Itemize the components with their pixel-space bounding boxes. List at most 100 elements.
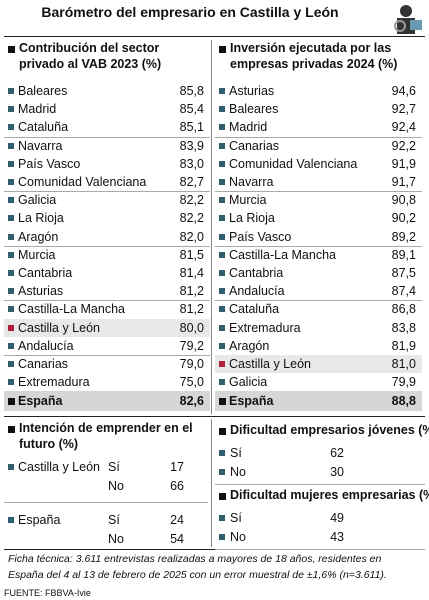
source: FUENTE: FBBVA-Ivie: [4, 588, 91, 598]
row-bullet: [8, 160, 14, 167]
region-name: Murcia: [18, 247, 56, 262]
row-value: 85,8: [179, 84, 204, 98]
row-value: 92,7: [391, 102, 416, 117]
region-name: Madrid: [229, 120, 268, 135]
region-name: Baleares: [18, 84, 68, 98]
row-bullet: [8, 517, 14, 523]
row-bullet: [8, 270, 14, 276]
heading-bullet: [219, 46, 226, 53]
row-bullet: [219, 379, 225, 386]
region-name: Cataluña: [229, 302, 280, 317]
total-value: 88,8: [391, 394, 416, 409]
row-bullet: [8, 215, 14, 222]
row-bullet: [219, 88, 225, 94]
total-row: [4, 391, 210, 412]
region-name: Andalucía: [18, 338, 74, 353]
region-name: Andalucía: [229, 284, 285, 299]
row-separator: [4, 245, 210, 247]
region-name: País Vasco: [18, 156, 81, 171]
divider: [211, 40, 212, 414]
table-heading: Contribución del sector privado al VAB 2…: [19, 41, 162, 71]
title: Barómetro del empresario en Castilla y L…: [41, 4, 339, 20]
region-name: Comunidad Valenciana: [18, 175, 147, 189]
row-bullet: [219, 361, 225, 367]
row-bullet: [219, 534, 225, 540]
row-value: 94,6: [391, 84, 416, 98]
answer: No: [108, 479, 124, 493]
region-name: Galicia: [18, 193, 57, 208]
answer-value: 49: [330, 511, 344, 525]
row-bullet: [219, 142, 225, 149]
row-separator: [215, 549, 425, 550]
row-value: 85,1: [179, 120, 204, 135]
divider: [211, 419, 212, 547]
row-bullet: [8, 288, 14, 295]
row-bullet: [8, 179, 14, 185]
total-row: [215, 391, 422, 412]
heading-bullet: [8, 426, 15, 433]
row-value: 82,2: [179, 211, 204, 226]
row-bullet: [8, 124, 14, 131]
answer-value: 66: [170, 479, 184, 493]
region-name: Comunidad Valenciana: [229, 156, 358, 171]
highlight-row: [215, 355, 422, 374]
row-value: 82,2: [179, 193, 204, 208]
highlight-row: [4, 318, 210, 337]
region-name: Navarra: [229, 175, 274, 189]
answer: No: [230, 465, 246, 479]
answer-value: 30: [330, 465, 344, 479]
row-bullet: [8, 324, 14, 331]
row-bullet: [219, 215, 225, 222]
row-separator: [215, 191, 422, 193]
region-name: Canarias: [229, 138, 280, 153]
row-bullet: [8, 251, 14, 258]
row-value: 81,4: [179, 266, 204, 280]
row-bullet: [8, 342, 14, 349]
answer: Sí: [108, 460, 120, 474]
region-name: Asturias: [18, 284, 64, 299]
row-bullet: [8, 142, 14, 149]
row-bullet: [8, 361, 14, 367]
row-value: 90,2: [391, 211, 416, 226]
row-bullet: [219, 160, 225, 167]
region-name: Murcia: [229, 193, 267, 208]
answer: Sí: [230, 511, 242, 525]
row-value: 83,0: [179, 156, 204, 171]
row-separator: [215, 300, 422, 302]
row-value: 81,2: [179, 302, 204, 317]
answer: No: [108, 532, 124, 546]
row-bullet: [219, 450, 225, 456]
region-name: Aragón: [229, 338, 270, 353]
region-name: Aragón: [18, 229, 59, 244]
row-bullet: [8, 197, 14, 204]
row-value: 92,2: [391, 138, 416, 153]
row-value: 87,5: [391, 266, 416, 280]
region-name: La Rioja: [229, 211, 275, 226]
icon: [394, 5, 422, 34]
heading-bullet: [8, 46, 15, 53]
row-bullet: [219, 197, 225, 204]
row-bullet: [219, 106, 225, 113]
region-name: Asturias: [229, 84, 275, 98]
row-bullet: [219, 270, 225, 276]
row-separator: [215, 484, 425, 485]
row-separator: [4, 300, 210, 302]
row-value: 79,0: [179, 357, 204, 371]
row-bullet: [219, 251, 225, 258]
region-name: Canarias: [18, 357, 69, 371]
region-name: Castilla-La Mancha: [229, 247, 336, 262]
row-bullet: [8, 106, 14, 113]
row-value: 87,4: [391, 284, 416, 299]
row-bullet: [8, 233, 14, 240]
row-value: 92,4: [391, 120, 416, 135]
region-name: Castilla y León: [18, 320, 100, 335]
answer-value: 62: [330, 446, 344, 460]
region-name: Baleares: [229, 102, 279, 117]
answer: Sí: [230, 446, 242, 460]
region-name: Castilla y León: [229, 357, 311, 371]
region-name: Galicia: [229, 375, 268, 390]
row-bullet: [219, 342, 225, 349]
region-name: Extremadura: [229, 320, 301, 335]
total-name: España: [229, 394, 274, 409]
